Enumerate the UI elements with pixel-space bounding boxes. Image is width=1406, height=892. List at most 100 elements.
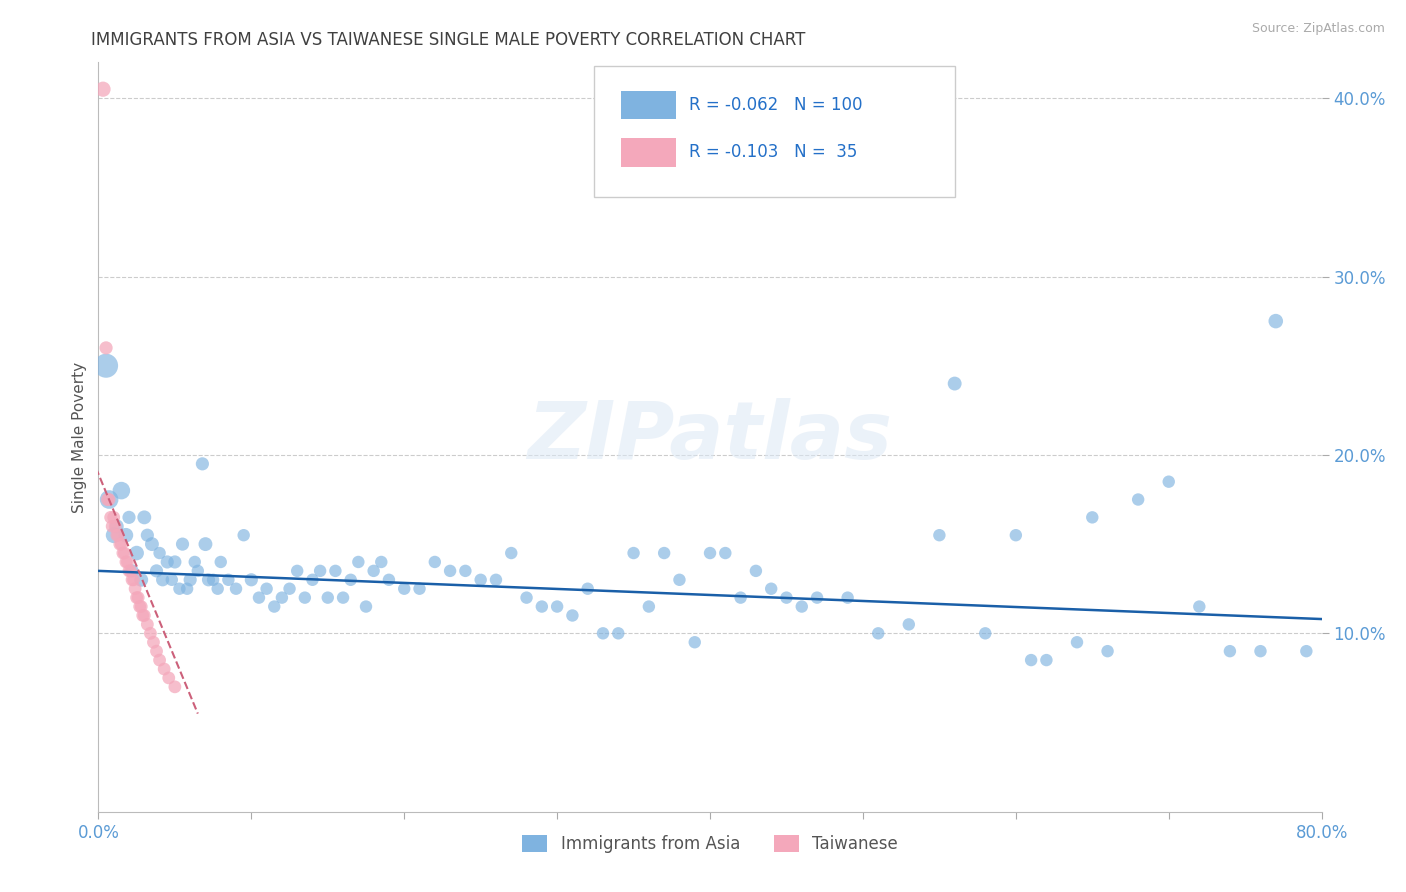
Point (714, 546, 737, 560)
Point (1004, 528, 1026, 542)
Point (209, 555, 232, 569)
Point (91, 82, 114, 96)
Point (1264, 314, 1286, 328)
Point (122, 573, 145, 587)
Point (294, 591, 316, 605)
Point (1128, 492, 1150, 507)
Point (530, 599, 553, 614)
Point (316, 591, 339, 605)
Point (110, 483, 132, 498)
Point (118, 564, 141, 578)
Point (103, 528, 125, 542)
Point (759, 582, 782, 596)
Point (270, 591, 292, 605)
Point (897, 617, 920, 632)
Point (974, 626, 997, 640)
Point (176, 582, 198, 596)
Point (157, 671, 180, 685)
Point (120, 564, 142, 578)
Point (1035, 653, 1057, 667)
Y-axis label: Single Male Poverty: Single Male Poverty (72, 361, 87, 513)
Point (546, 599, 568, 614)
Point (153, 662, 176, 676)
Point (121, 573, 143, 587)
Point (145, 564, 167, 578)
Point (107, 528, 129, 542)
Point (370, 555, 392, 569)
Point (169, 582, 191, 596)
Point (152, 573, 174, 587)
Point (332, 591, 354, 605)
Point (129, 573, 152, 587)
FancyBboxPatch shape (620, 138, 676, 167)
Point (127, 591, 149, 605)
Point (98, 492, 121, 507)
Point (837, 591, 859, 605)
Point (141, 537, 163, 551)
Point (1295, 644, 1317, 658)
Point (501, 546, 523, 560)
Point (652, 546, 675, 560)
Point (112, 546, 135, 560)
Point (163, 555, 186, 569)
Point (172, 537, 194, 551)
Point (103, 510, 125, 524)
Point (285, 564, 308, 578)
Point (470, 573, 492, 587)
Point (485, 573, 508, 587)
Point (263, 599, 285, 614)
Text: R = -0.062   N = 100: R = -0.062 N = 100 (689, 96, 863, 114)
Point (454, 564, 477, 578)
Point (240, 573, 263, 587)
Point (179, 573, 201, 587)
Point (98, 492, 121, 507)
Point (139, 626, 162, 640)
Point (136, 528, 159, 542)
Point (347, 555, 370, 569)
Point (354, 599, 377, 614)
Point (1097, 644, 1119, 658)
Point (132, 608, 155, 623)
Point (392, 582, 416, 596)
Point (197, 573, 219, 587)
Point (160, 573, 183, 587)
Point (1066, 635, 1088, 649)
Point (623, 546, 645, 560)
Point (129, 599, 152, 614)
Point (104, 519, 127, 533)
Point (145, 644, 167, 658)
Point (149, 546, 172, 560)
Point (207, 582, 229, 596)
Point (576, 582, 599, 596)
Point (101, 519, 124, 533)
Point (117, 555, 139, 569)
Point (194, 537, 217, 551)
Point (683, 635, 706, 649)
Point (408, 582, 430, 596)
Point (121, 564, 143, 578)
Point (668, 573, 690, 587)
Point (363, 564, 385, 578)
Point (1249, 644, 1271, 658)
Point (868, 626, 890, 640)
Point (97, 492, 120, 507)
Point (225, 582, 247, 596)
Text: IMMIGRANTS FROM ASIA VS TAIWANESE SINGLE MALE POVERTY CORRELATION CHART: IMMIGRANTS FROM ASIA VS TAIWANESE SINGLE… (91, 31, 806, 49)
Point (187, 564, 209, 578)
Point (699, 546, 721, 560)
Point (202, 573, 225, 587)
Point (191, 457, 214, 471)
Point (184, 555, 207, 569)
Point (790, 599, 813, 614)
Point (124, 582, 146, 596)
Text: R = -0.103   N =  35: R = -0.103 N = 35 (689, 144, 858, 161)
Point (232, 528, 254, 542)
Point (1019, 653, 1042, 667)
Point (100, 510, 122, 524)
Point (943, 376, 966, 391)
Point (637, 599, 661, 614)
Point (94, 359, 117, 373)
Point (607, 626, 630, 640)
Text: ZIPatlas: ZIPatlas (527, 398, 893, 476)
Point (775, 591, 797, 605)
